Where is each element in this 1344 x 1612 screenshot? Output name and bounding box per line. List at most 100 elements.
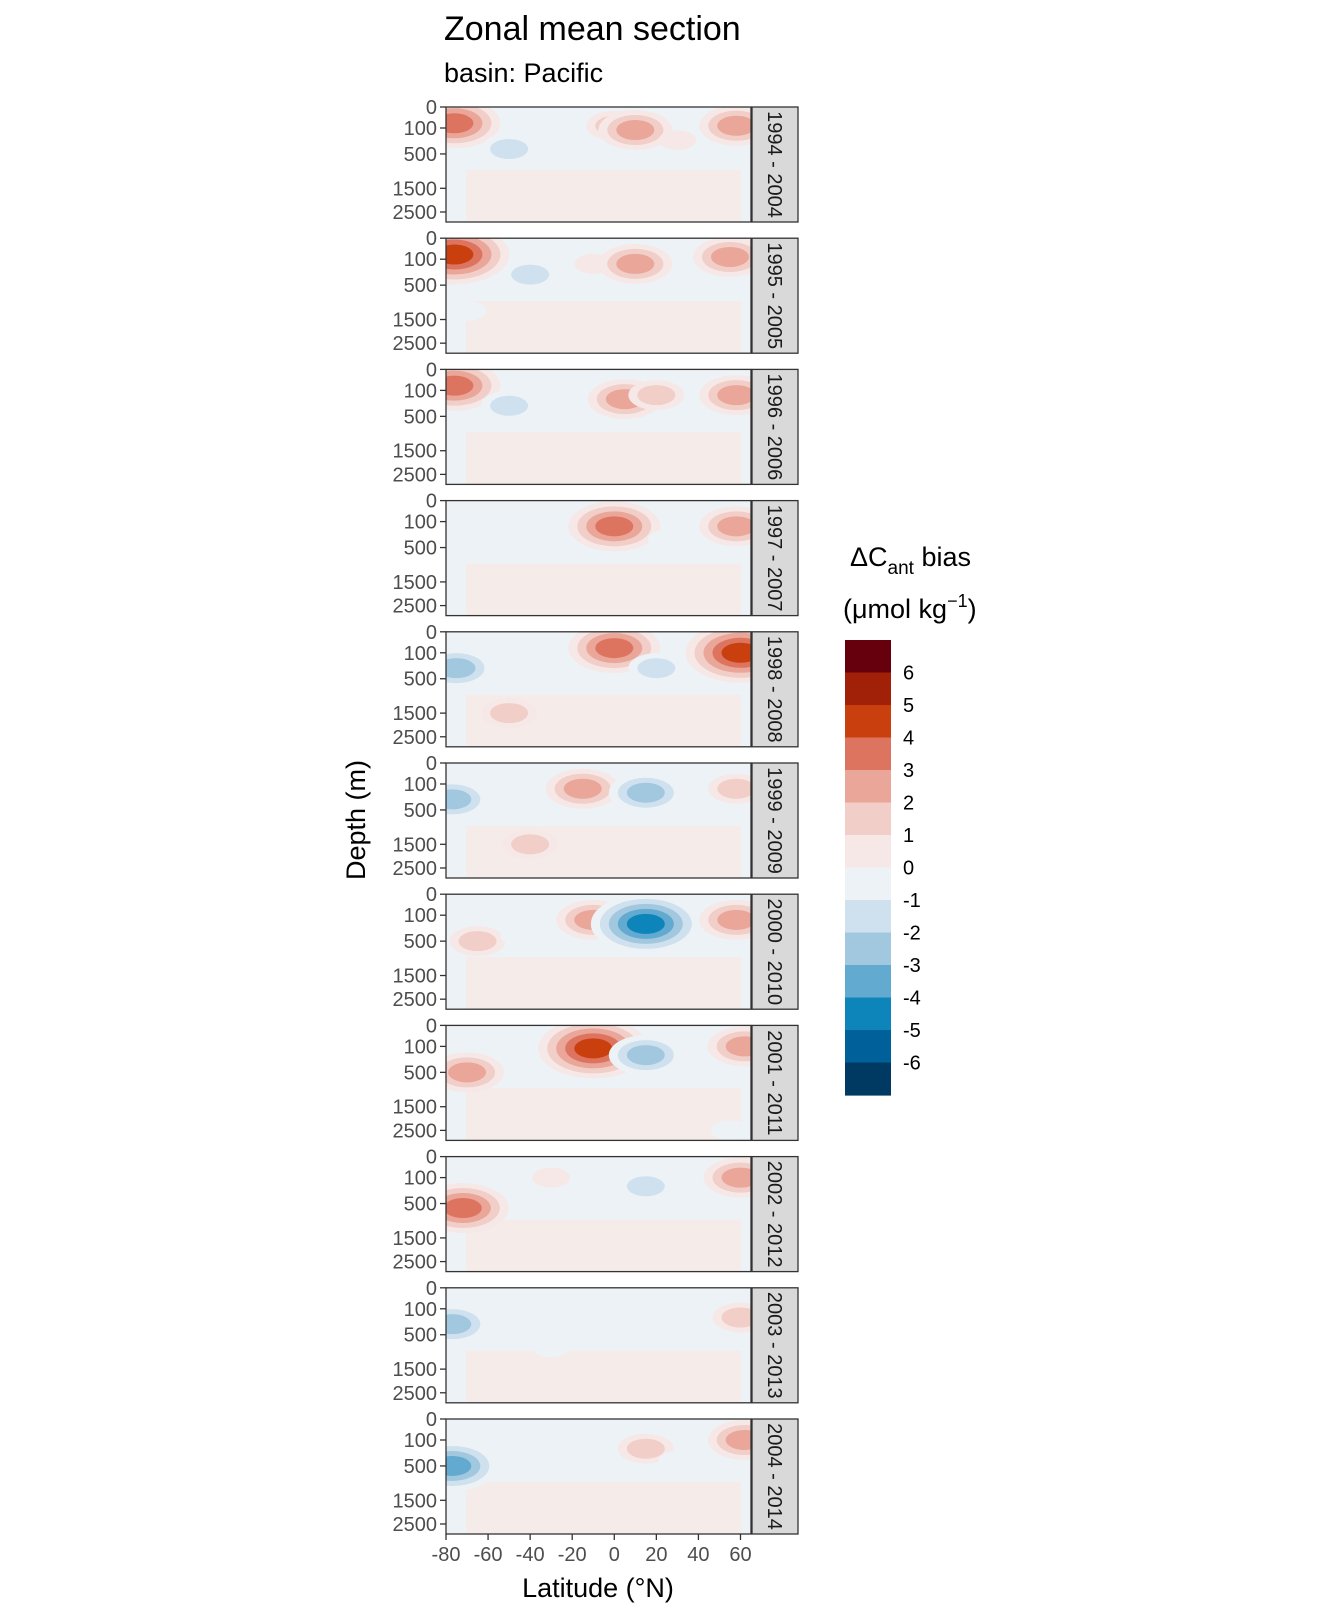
contour-patch	[490, 395, 529, 416]
contour-patch	[721, 642, 751, 663]
y-tick-label: 500	[404, 275, 437, 297]
contour-patch	[717, 778, 751, 799]
contour-patch	[490, 703, 529, 724]
y-tick-label: 0	[426, 1278, 437, 1300]
facet-strip	[751, 1418, 799, 1535]
y-tick-label: 0	[426, 753, 437, 775]
y-tick-label: 2500	[393, 989, 438, 1011]
contour-patch	[574, 1038, 613, 1059]
y-tick-label: 1500	[393, 1228, 438, 1250]
y-tick-label: 100	[404, 1430, 437, 1452]
contour-patch	[511, 526, 550, 547]
contour-field	[446, 238, 751, 354]
legend-key	[845, 1062, 891, 1096]
panel-border	[445, 368, 752, 486]
y-tick-label: 1500	[393, 834, 438, 856]
y-tick-label: 0	[426, 884, 437, 906]
y-tick-label: 1500	[393, 310, 438, 332]
y-tick-label: 2500	[393, 1252, 438, 1274]
facet-strip	[751, 499, 799, 617]
contour-patch	[446, 1198, 482, 1219]
contour-patch	[448, 300, 487, 321]
y-tick-label: 2500	[393, 464, 438, 486]
contour-patch	[717, 385, 751, 406]
y-tick-label: 0	[426, 1409, 437, 1431]
y-tick-label: 100	[404, 643, 437, 665]
y-tick-label: 2500	[393, 858, 438, 880]
contour-patch	[446, 1314, 472, 1335]
y-tick-label: 500	[404, 1325, 437, 1347]
contour-patch	[717, 516, 751, 537]
contour-patch	[446, 244, 474, 265]
facet-label: 1995 - 2005	[763, 242, 785, 349]
contour-patch	[595, 516, 634, 537]
y-tick-label: 500	[404, 1062, 437, 1084]
contour-field	[446, 369, 751, 485]
contour-patch	[532, 1445, 571, 1466]
legend-label: 4	[903, 728, 914, 750]
contour-patch	[626, 913, 665, 934]
x-tick-label: -60	[474, 1544, 503, 1566]
y-tick-label: 100	[404, 1168, 437, 1190]
legend-label: -1	[903, 890, 921, 912]
facet-strip	[751, 631, 799, 748]
facet-strip	[751, 106, 799, 223]
legend-key	[845, 802, 891, 836]
legend-label: 5	[903, 695, 914, 717]
deep-layer	[466, 432, 741, 485]
contour-patch	[511, 1051, 550, 1072]
y-tick-label: 1500	[393, 1097, 438, 1119]
contour-patch	[532, 1337, 571, 1358]
contour-field	[446, 107, 751, 222]
legend-label: 3	[903, 760, 914, 782]
legend-key	[845, 705, 891, 739]
legend: ΔCant bias (μmol kg−1) 6 5 4 3 2 1 0 -1 -2 -3 -4 -5 -6	[843, 542, 977, 1096]
y-tick-label: 100	[404, 1036, 437, 1058]
panel-border	[445, 631, 752, 748]
legend-label: -2	[903, 923, 921, 945]
x-tick-label: -20	[558, 1544, 587, 1566]
facet-label: 2004 - 2014	[763, 1423, 785, 1530]
contour-patch	[647, 529, 686, 550]
legend-label: -5	[903, 1020, 921, 1042]
panel-border	[445, 1024, 752, 1142]
contour-patch	[717, 909, 751, 930]
x-axis: -80 -60 -40 -20 0 20 40 60	[432, 1534, 752, 1566]
chart-title: Zonal mean section	[444, 10, 741, 48]
y-tick-label: 500	[404, 144, 437, 166]
contour-patch	[626, 1438, 665, 1459]
contour-patch	[710, 1120, 749, 1141]
legend-label: 2	[903, 793, 914, 815]
legend-key	[845, 640, 891, 674]
x-tick-label: 60	[729, 1544, 751, 1566]
y-tick-label: 1500	[393, 703, 438, 725]
y-tick-label: 0	[426, 622, 437, 644]
contour-patch	[563, 778, 602, 799]
facet-label: 2000 - 2010	[763, 898, 785, 1005]
contour-patch	[721, 1167, 751, 1188]
x-tick-label: -40	[516, 1544, 545, 1566]
legend-key	[845, 867, 891, 901]
y-tick-label: 0	[426, 228, 437, 250]
facet-strip	[751, 237, 799, 354]
legend-key	[845, 965, 891, 999]
contour-patch	[458, 931, 497, 952]
facet-strip	[751, 762, 799, 879]
contour-patch	[574, 1307, 613, 1328]
deep-layer	[466, 957, 741, 1010]
facet-strip	[751, 1155, 799, 1273]
contour-patch	[446, 658, 476, 679]
y-axis-title: Depth (m)	[341, 760, 371, 880]
contour-patch	[717, 115, 751, 136]
contour-patch	[658, 1450, 697, 1471]
contour-patch	[595, 638, 634, 659]
y-tick-label: 0	[426, 1147, 437, 1169]
contour-patch	[637, 658, 676, 679]
contour-patch	[446, 1455, 472, 1476]
y-tick-label: 1500	[393, 572, 438, 594]
